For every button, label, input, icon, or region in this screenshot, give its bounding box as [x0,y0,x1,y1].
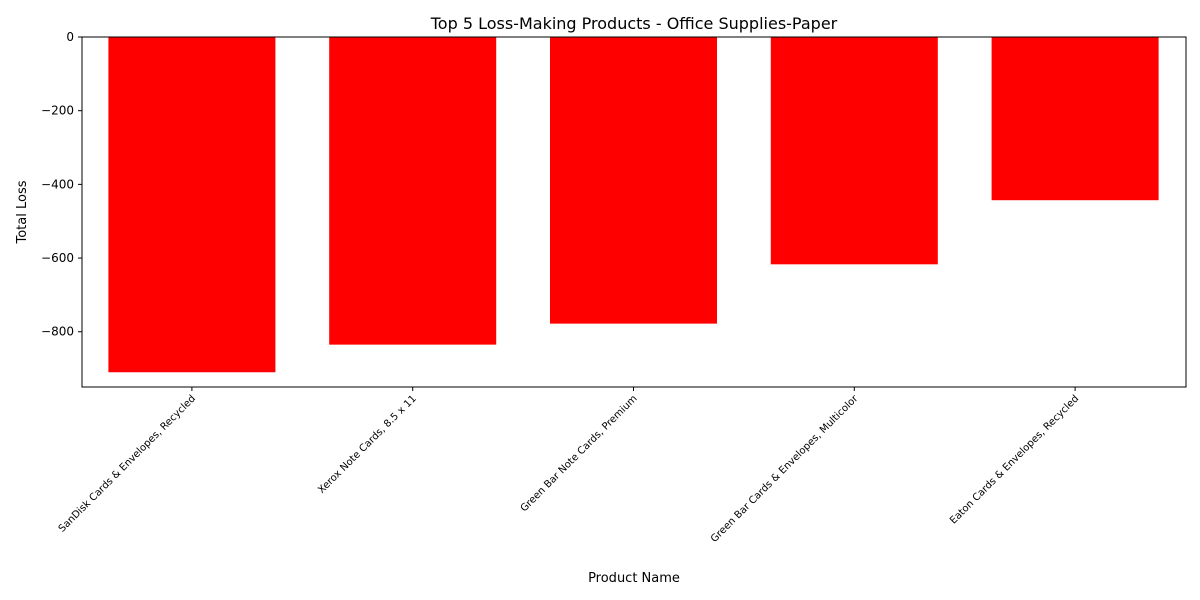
x-axis: SanDisk Cards & Envelopes, Recycled Xerox… [57,387,1081,545]
x-tick-label: Green Bar Cards & Envelopes, Multicolor [709,393,861,545]
x-tick-label: Eaton Cards & Envelopes, Recycled [948,393,1081,526]
bar [991,37,1159,201]
y-tick-label: −200 [41,104,74,118]
bars [108,37,1159,373]
x-axis-label: Product Name [588,571,680,586]
y-tick-label: −800 [41,325,74,339]
y-tick-label: −600 [41,251,74,265]
bar [770,37,938,265]
bar [108,37,276,373]
x-tick-label: SanDisk Cards & Envelopes, Recycled [57,393,198,534]
chart-title: Top 5 Loss-Making Products - Office Supp… [430,14,838,33]
y-axis-label: Total Loss [15,180,30,244]
y-tick-label: 0 [66,30,74,44]
bar [550,37,717,324]
x-tick-label: Xerox Note Cards, 8.5 x 11 [316,393,419,496]
x-tick-label: Green Bar Note Cards, Premium [519,393,640,514]
y-tick-label: −400 [41,177,74,191]
y-axis: 0 −200 −400 −600 −800 [41,30,82,339]
bar [329,37,497,345]
